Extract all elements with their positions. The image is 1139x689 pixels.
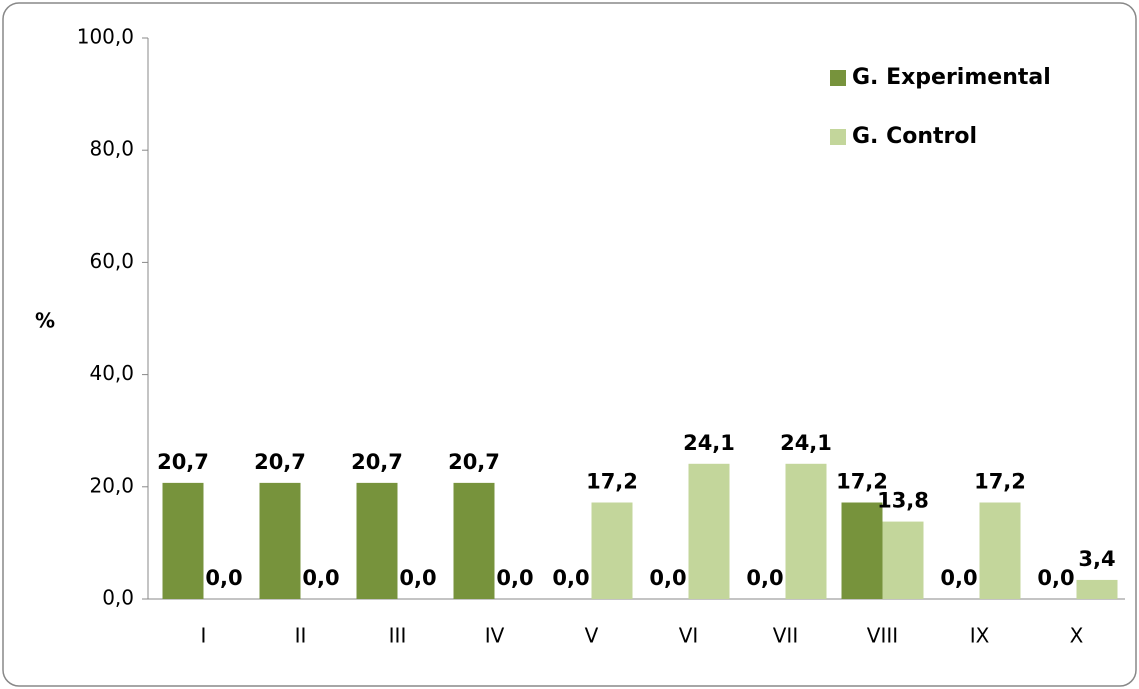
y-tick-label: 40,0 bbox=[89, 361, 134, 385]
x-tick-label: VII bbox=[773, 624, 798, 648]
legend-swatch bbox=[830, 70, 846, 86]
value-label: 0,0 bbox=[496, 566, 533, 590]
value-label: 24,1 bbox=[683, 431, 735, 455]
value-label: 20,7 bbox=[157, 450, 209, 474]
value-label: 20,7 bbox=[351, 450, 403, 474]
bar bbox=[591, 502, 633, 599]
y-tick-label: 60,0 bbox=[89, 249, 134, 273]
x-tick-label: IV bbox=[485, 624, 505, 648]
bar bbox=[453, 482, 495, 599]
x-tick-label: V bbox=[585, 624, 599, 648]
x-tick-label: X bbox=[1070, 624, 1084, 648]
x-tick-label: VI bbox=[679, 624, 699, 648]
value-label: 0,0 bbox=[399, 566, 436, 590]
bar bbox=[356, 482, 398, 599]
value-label: 0,0 bbox=[552, 566, 589, 590]
bar bbox=[979, 502, 1021, 599]
value-label: 17,2 bbox=[974, 470, 1026, 494]
y-tick-label: 20,0 bbox=[89, 473, 134, 497]
legend-label: G. Experimental bbox=[852, 65, 1051, 90]
bar bbox=[162, 482, 204, 599]
value-label: 0,0 bbox=[746, 566, 783, 590]
value-label: 0,0 bbox=[649, 566, 686, 590]
legend-swatch bbox=[830, 129, 846, 145]
legend-label: G. Control bbox=[852, 124, 977, 149]
value-label: 0,0 bbox=[205, 566, 242, 590]
value-label: 20,7 bbox=[448, 450, 500, 474]
x-tick-label: I bbox=[201, 624, 207, 648]
bar bbox=[1076, 579, 1118, 599]
bar bbox=[259, 482, 301, 599]
bar bbox=[688, 463, 730, 599]
value-label: 24,1 bbox=[780, 431, 832, 455]
value-label: 0,0 bbox=[1037, 566, 1074, 590]
bar bbox=[785, 463, 827, 599]
value-label: 17,2 bbox=[836, 470, 888, 494]
bar bbox=[841, 502, 883, 599]
x-tick-label: VIII bbox=[867, 624, 898, 648]
value-label: 0,0 bbox=[302, 566, 339, 590]
x-tick-label: II bbox=[295, 624, 307, 648]
value-label: 17,2 bbox=[586, 470, 638, 494]
y-tick-label: 0,0 bbox=[102, 586, 134, 610]
value-label: 13,8 bbox=[877, 489, 929, 513]
x-tick-label: III bbox=[389, 624, 407, 648]
y-tick-label: 80,0 bbox=[89, 137, 134, 161]
value-label: 3,4 bbox=[1078, 547, 1115, 571]
y-tick-label: 100,0 bbox=[77, 25, 134, 49]
x-tick-label: IX bbox=[970, 624, 990, 648]
y-axis-label: % bbox=[35, 309, 55, 333]
bar bbox=[882, 521, 924, 599]
value-label: 0,0 bbox=[940, 566, 977, 590]
value-label: 20,7 bbox=[254, 450, 306, 474]
